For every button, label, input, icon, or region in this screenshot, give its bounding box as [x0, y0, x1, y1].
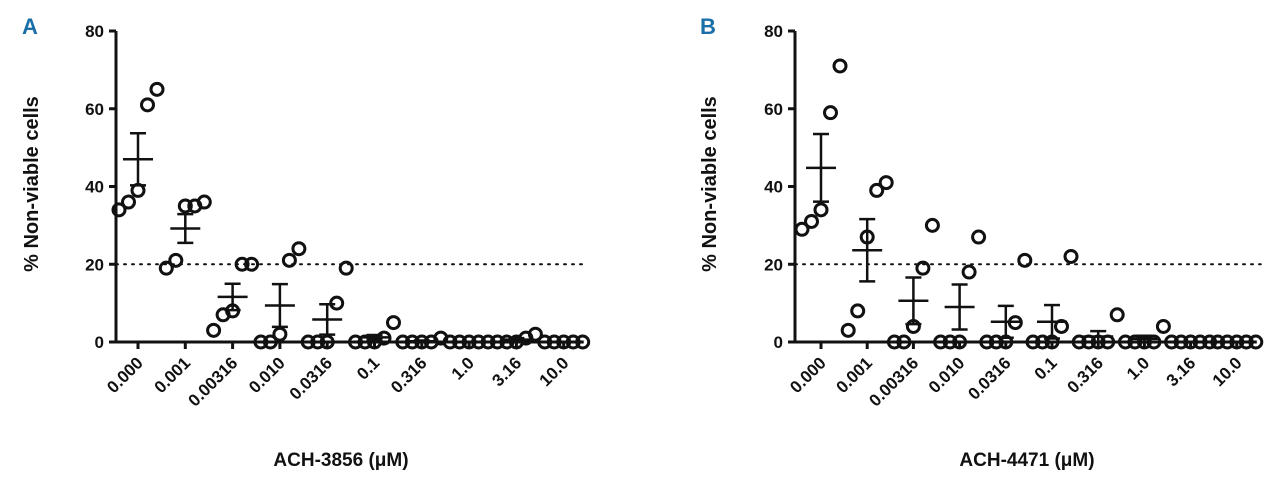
panel-b-data-point — [952, 334, 968, 350]
panel-a-x-tick-label: 0.1 — [353, 353, 383, 383]
panel-b-y-tick-label: 80 — [764, 22, 783, 41]
panel-a-data-point — [281, 252, 297, 268]
panel-a-data-point — [386, 315, 401, 331]
panel-a-data-point — [111, 202, 127, 218]
panel-b-data-point — [1025, 334, 1041, 350]
panel-b-data-point — [832, 58, 848, 74]
panel-a-x-tick-label: 0.00316 — [185, 353, 242, 410]
panel-b-x-tick-label: 1.0 — [1123, 353, 1153, 383]
panel-a-data-point — [338, 260, 354, 276]
panel-a-data-point — [158, 260, 174, 276]
panel-b-data-point — [933, 334, 949, 350]
panel-b-x-axis-title: ACH-4471 (μM) — [959, 450, 1094, 471]
panel-b-data-point — [840, 322, 856, 338]
panel-b-x-tick-label: 0.001 — [833, 353, 877, 397]
panel-b-data-point — [1155, 318, 1171, 334]
panel-b-letter: B — [700, 14, 716, 39]
panel-b-x-tick-label: 0.000 — [786, 353, 830, 397]
panel-b-data-point — [942, 334, 958, 350]
panel-a-y-tick-label: 80 — [85, 22, 104, 41]
panel-a-data-point — [300, 334, 316, 350]
panel-a-data-point — [319, 334, 335, 350]
panel-b-x-tick-label: 0.0316 — [964, 353, 1014, 403]
panel-b-y-tick-label: 20 — [764, 255, 783, 274]
panel-a-data-point — [291, 241, 307, 257]
panel-b-data-point — [1063, 248, 1079, 264]
panel-a-data-point — [310, 334, 326, 350]
panel-a-data-point — [234, 256, 250, 272]
panel-a-x-tick-label: 1.0 — [448, 353, 478, 383]
panel-a-y-tick-label: 60 — [85, 100, 104, 119]
panel-b-data-point — [915, 260, 931, 276]
panel-a-x-tick-label: 0.001 — [151, 353, 195, 397]
panel-b-x-tick-label: 3.16 — [1163, 353, 1200, 390]
panel-a-data-point — [253, 334, 269, 350]
panel-b-y-tick-label: 60 — [764, 100, 783, 119]
panel-a-x-tick-label: 3.16 — [488, 353, 525, 390]
panel-b-data-point — [823, 105, 838, 121]
panel-b-data-point — [896, 334, 912, 350]
panel-b-data-point — [794, 221, 810, 237]
panel-b-y-tick-label: 0 — [774, 333, 783, 352]
panel-a-data-point — [527, 326, 543, 342]
panel-a-data-point — [140, 97, 155, 113]
panel-b-data-point — [971, 229, 987, 245]
panel-b-data-point — [1017, 252, 1033, 268]
panel-b-data-point — [804, 213, 819, 229]
panel-a-y-tick-label: 40 — [85, 178, 104, 197]
panel-b-y-axis-title: % Non-viable cells — [699, 96, 721, 272]
panel-b-data-point — [878, 175, 894, 191]
panel-a-y-axis-title: % Non-viable cells — [21, 96, 43, 272]
panel-a-x-axis-title: ACH-3856 (μM) — [273, 450, 408, 471]
panel-b-data-point — [1054, 318, 1069, 334]
panel-a-x-tick-label: 0.000 — [103, 353, 147, 397]
panel-b-data-point — [1071, 334, 1087, 350]
panel-a-data-point — [177, 198, 193, 214]
panel-b: B % Non-viable cells ACH-4471 (μM) 0 20 40… — [699, 14, 1264, 471]
panel-b-data-point — [813, 202, 829, 218]
panel-a-data-point — [149, 81, 165, 97]
panel-a-data-point — [262, 334, 278, 350]
panel-b-data-point — [961, 264, 977, 280]
panel-b-data-point — [988, 334, 1004, 350]
panel-b-data-point — [1117, 334, 1133, 350]
panel-b-data-point — [924, 217, 940, 233]
panel-a-data-point — [196, 194, 212, 210]
panel-b-y-tick-label: 40 — [764, 178, 783, 197]
panel-a-data-point — [206, 322, 222, 338]
panel-b-x-tick-label: 10.0 — [1209, 353, 1246, 390]
panel-a: A % Non-viable cells ACH-3856 (μM) 0 20 40… — [21, 14, 591, 471]
panel-a-y-tick-label: 0 — [95, 333, 104, 352]
panel-a-x-tick-label: 0.316 — [387, 353, 431, 397]
panel-b-data-point — [1109, 307, 1125, 323]
panel-b-data-point — [850, 303, 866, 319]
panel-a-data-point — [168, 252, 184, 268]
panel-a-data-point — [272, 326, 288, 342]
panel-a-x-tick-label: 10.0 — [536, 353, 573, 390]
panel-b-data-point — [979, 334, 995, 350]
panel-a-data-point — [357, 334, 373, 350]
panel-a-data-point — [244, 256, 260, 272]
panel-b-data-point — [886, 334, 902, 350]
panel-a-x-tick-label: 0.0316 — [286, 353, 336, 403]
panel-a-x-tick-label: 0.010 — [245, 353, 289, 397]
panel-b-data-point — [1035, 334, 1050, 350]
panel-b-x-tick-label: 0.00316 — [865, 353, 922, 410]
panel-a-data-point — [121, 194, 136, 210]
panel-a-data-point — [489, 334, 505, 350]
panel-a-data-point — [348, 334, 363, 350]
panel-a-y-tick-label: 20 — [85, 255, 104, 274]
panel-b-x-tick-label: 0.010 — [925, 353, 969, 397]
panel-a-letter: A — [22, 14, 38, 39]
panel-b-x-tick-label: 0.1 — [1031, 353, 1061, 383]
panel-b-x-tick-label: 0.316 — [1064, 353, 1108, 397]
panel-b-data-point — [869, 182, 885, 198]
